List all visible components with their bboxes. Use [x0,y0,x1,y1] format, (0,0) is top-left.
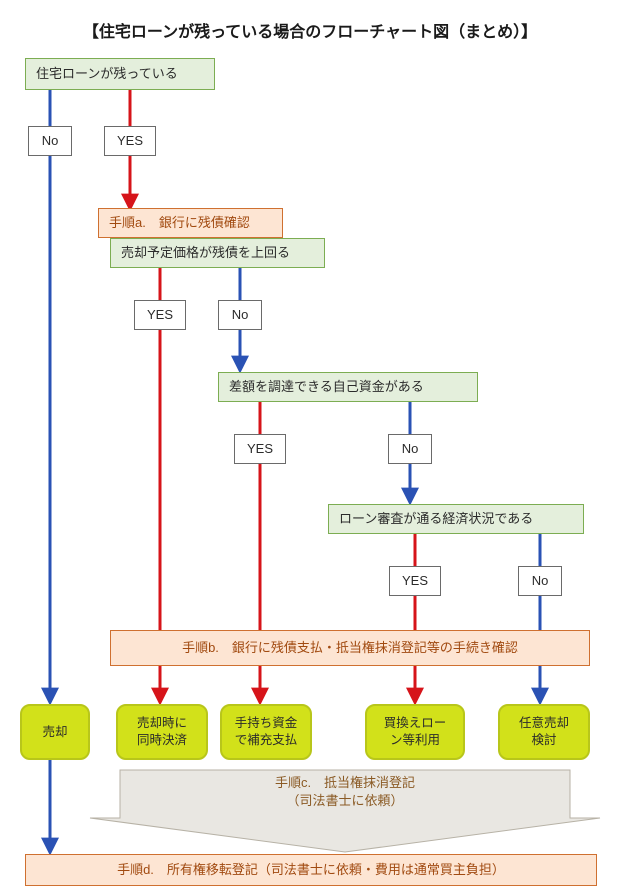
result-simultaneous: 売却時に 同時決済 [116,704,208,760]
answer-q3-no: No [388,434,432,464]
connector-layer [0,0,620,896]
answer-q4-yes: YES [389,566,441,596]
answer-q1-yes: YES [104,126,156,156]
answer-q1-no: No [28,126,72,156]
result-sell: 売却 [20,704,90,760]
decision-q3: 差額を調達できる自己資金がある [218,372,478,402]
flowchart-canvas: 【住宅ローンが残っている場合のフローチャート図（まとめ）】 [0,0,620,896]
answer-q3-yes: YES [234,434,286,464]
result-voluntary: 任意売却 検討 [498,704,590,760]
answer-q2-yes: YES [134,300,186,330]
result-loan: 買換えロー ン等利用 [365,704,465,760]
decision-q2: 売却予定価格が残債を上回る [110,238,325,268]
chart-title: 【住宅ローンが残っている場合のフローチャート図（まとめ）】 [0,18,620,42]
step-a: 手順a. 銀行に残債確認 [98,208,283,238]
answer-q4-no: No [518,566,562,596]
step-b: 手順b. 銀行に残債支払・抵当権抹消登記等の手続き確認 [110,630,590,666]
decision-q4: ローン審査が通る経済状況である [328,504,584,534]
step-d: 手順d. 所有権移転登記（司法書士に依頼・費用は通常買主負担） [25,854,597,886]
decision-q1: 住宅ローンが残っている [25,58,215,90]
result-cash: 手持ち資金 で補充支払 [220,704,312,760]
answer-q2-no: No [218,300,262,330]
step-c: 手順c. 抵当権抹消登記 （司法書士に依頼） [120,774,570,810]
